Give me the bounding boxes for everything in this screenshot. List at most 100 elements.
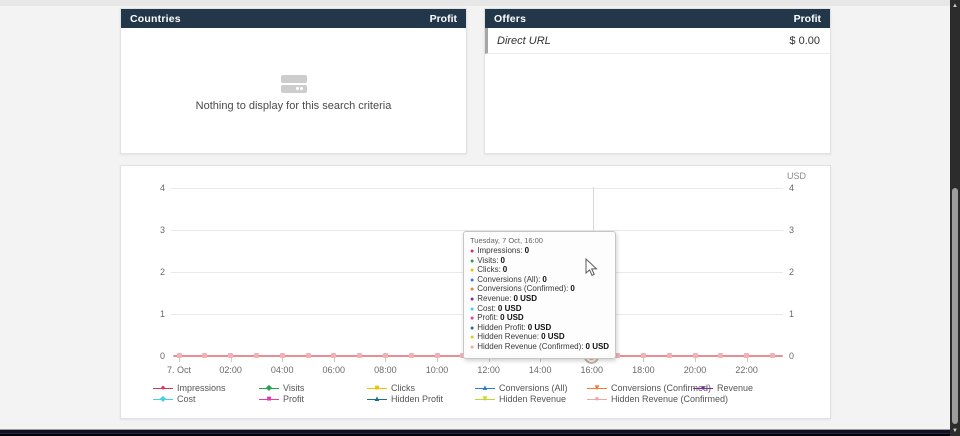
tooltip-row: ● Impressions: 0 — [470, 246, 609, 257]
legend-item-revenue[interactable]: ● Revenue — [693, 383, 753, 393]
legend-item-label: Cost — [177, 394, 196, 404]
tooltip-row: ● Visits: 0 — [470, 255, 609, 267]
data-point-marker[interactable] — [202, 353, 208, 358]
legend-item-label: Hidden Revenue — [499, 394, 567, 404]
server-icon-dot — [296, 87, 299, 90]
tooltip-value: 0 — [500, 255, 505, 265]
legend-item-clicks[interactable]: ■ Clicks — [367, 383, 475, 393]
tooltip-value: 0 USD — [585, 341, 610, 351]
data-point-marker[interactable] — [769, 353, 775, 358]
legend-item-label: Revenue — [717, 383, 754, 393]
data-point-marker[interactable] — [228, 353, 234, 358]
tooltip-series-bullet: ● — [470, 295, 475, 303]
legend-marker-symbol: ● — [594, 394, 600, 403]
tooltip-value: 0 USD — [497, 303, 522, 313]
triangle-marker-icon: ▲ — [367, 394, 387, 404]
tooltip-value: 0 USD — [500, 313, 524, 323]
circle-marker-icon: ● — [693, 383, 713, 393]
legend-marker-line — [153, 398, 173, 400]
y-axis-label-right: 2 — [789, 267, 795, 277]
scrollbar-thumb[interactable] — [952, 188, 958, 424]
y-axis-label-left: 3 — [159, 225, 165, 235]
legend-marker-symbol: ■ — [266, 394, 272, 403]
x-axis-label: 12:00 — [477, 365, 500, 375]
data-point-marker[interactable] — [253, 353, 259, 358]
chart-panel: USD Tuesday, 7 Oct, 16:00 ● Impressions: 0… — [120, 165, 831, 419]
legend-item-label: Hidden Revenue (Confirmed) — [611, 394, 729, 404]
scrollbar-track[interactable]: ▲ ▼ — [950, 0, 960, 436]
data-point-marker[interactable] — [382, 353, 388, 358]
legend-marker-symbol: ◆ — [265, 383, 273, 392]
data-point-marker[interactable] — [434, 353, 440, 358]
tooltip-value: 0 — [502, 265, 508, 275]
window-bottom-edge — [0, 429, 950, 436]
legend-item-cost[interactable]: ◆ Cost — [153, 394, 259, 404]
offers-panel-header: Offers Profit — [485, 9, 830, 28]
chart-plot-area: USD Tuesday, 7 Oct, 16:00 ● Impressions: 0… — [121, 166, 830, 418]
tooltip-row: ● Clicks: 0 — [470, 266, 609, 276]
data-point-marker[interactable] — [176, 353, 182, 358]
tooltip-label: Revenue: — [477, 293, 512, 303]
y-axis-label-right: 4 — [789, 183, 795, 193]
tooltip-label: Hidden Revenue (Confirmed): — [477, 341, 584, 351]
tooltip-value: 0 — [524, 246, 530, 255]
tooltip-series-bullet: ● — [470, 324, 475, 332]
triangle-down-marker-icon: ▼ — [587, 383, 607, 393]
x-axis-tick — [488, 358, 490, 362]
legend-marker-line — [367, 387, 387, 389]
legend-item-hidden-revenue[interactable]: ▼ Hidden Revenue — [475, 394, 587, 404]
data-point-marker[interactable] — [640, 353, 646, 358]
data-point-marker[interactable] — [460, 353, 466, 358]
offer-profit-value: $ 0.00 — [789, 34, 820, 47]
x-axis-label: 04:00 — [270, 365, 294, 375]
legend-marker-line — [587, 387, 607, 389]
legend-item-label: Hidden Profit — [391, 394, 444, 404]
offer-name: Direct URL — [497, 34, 551, 47]
data-point-marker[interactable] — [615, 353, 621, 358]
data-point-marker[interactable] — [279, 353, 285, 358]
server-icon-dot — [300, 87, 303, 90]
tooltip-rows: ● Impressions: 0 ● Visits: 0 ● Clicks: 0 ● Convers… — [470, 246, 610, 353]
legend-item-impressions[interactable]: ● Impressions — [153, 383, 259, 393]
tooltip-series-bullet: ● — [470, 276, 475, 284]
countries-profit-header[interactable]: Profit — [429, 12, 457, 25]
scrollbar-up-arrow[interactable]: ▲ — [952, 2, 958, 9]
tooltip-label: Hidden Profit: — [477, 322, 526, 332]
legend-marker-line — [475, 398, 495, 400]
mouse-cursor — [585, 258, 598, 276]
data-point-marker[interactable] — [718, 353, 724, 358]
x-axis-tick — [437, 358, 438, 362]
legend-item-conversions-all[interactable]: ▲ Conversions (All) — [475, 383, 587, 393]
legend-item-label: Impressions — [177, 383, 226, 393]
legend-item-hidden-revenue-confirmed[interactable]: ● Hidden Revenue (Confirmed) — [587, 394, 728, 404]
x-axis-label: 18:00 — [632, 365, 655, 375]
tooltip-series-bullet: ● — [470, 267, 475, 275]
square-marker-icon: ■ — [259, 394, 279, 404]
legend-marker-symbol: ● — [700, 383, 706, 392]
data-point-marker[interactable] — [692, 353, 698, 358]
y-axis-label-right: 0 — [789, 351, 795, 361]
countries-panel-header: Countries Profit — [121, 9, 466, 28]
data-point-marker[interactable] — [666, 353, 672, 358]
scrollbar-down-arrow[interactable]: ▼ — [952, 427, 958, 434]
legend-item-profit[interactable]: ■ Profit — [259, 394, 367, 404]
x-axis-tick — [282, 358, 284, 362]
legend-marker-line — [259, 398, 279, 400]
data-point-marker[interactable] — [744, 353, 750, 358]
legend-item-visits[interactable]: ◆ Visits — [259, 383, 367, 393]
offers-profit-header[interactable]: Profit — [793, 12, 821, 25]
data-point-marker[interactable] — [408, 353, 414, 358]
legend-item-label: Conversions (Confirmed) — [611, 383, 712, 393]
data-point-marker[interactable] — [357, 353, 363, 358]
tooltip-series-bullet: ● — [470, 315, 475, 323]
legend-item-conversions-confirmed[interactable]: ▼ Conversions (Confirmed) — [587, 383, 711, 393]
tooltip-label: Clicks: — [477, 265, 501, 275]
legend-item-hidden-profit[interactable]: ▲ Hidden Profit — [367, 394, 475, 404]
data-point-marker[interactable] — [331, 353, 337, 358]
data-point-marker[interactable] — [305, 353, 311, 358]
legend-marker-symbol: ▼ — [593, 383, 601, 392]
tooltip-value: 0 USD — [527, 322, 552, 332]
legend-marker-line — [475, 387, 495, 389]
offer-row-direct-url[interactable]: Direct URL $ 0.00 — [485, 28, 830, 54]
tooltip-row: ● Revenue: 0 USD — [470, 293, 609, 305]
